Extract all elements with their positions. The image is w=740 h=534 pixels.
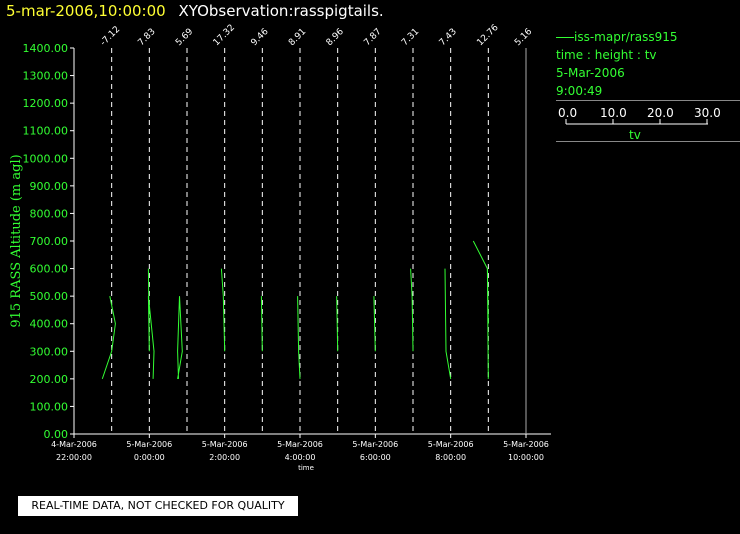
profile-label: 7.87	[362, 27, 383, 48]
x-tick-label: 5-Mar-2006	[277, 440, 323, 449]
legend-panel: iss-mapr/rass915 time : height : tv 5-Ma…	[556, 28, 740, 146]
x-tick-label: 2:00:00	[209, 453, 240, 462]
legend-series-label: iss-mapr/rass915	[574, 30, 678, 44]
x-tick-label: 5-Mar-2006	[428, 440, 474, 449]
profile-label: 8.91	[287, 27, 308, 48]
y-tick-label: 700.00	[30, 235, 69, 248]
profile-label: -7.12	[99, 25, 123, 49]
x-tick-label: 5-Mar-2006	[503, 440, 549, 449]
legend-divider-bottom	[556, 141, 740, 142]
y-tick-label: 0.00	[44, 428, 69, 441]
x-tick-label: 5-Mar-2006	[352, 440, 398, 449]
y-tick-label: 300.00	[30, 345, 69, 358]
profile-curve	[336, 296, 339, 352]
legend-date: 5-Mar-2006	[556, 66, 625, 80]
y-tick-label: 100.00	[30, 400, 69, 413]
y-tick-label: 800.00	[30, 207, 69, 220]
x-tick-label: 8:00:00	[435, 453, 466, 462]
y-tick-label: 500.00	[30, 290, 69, 303]
y-tick-label: 1000.00	[23, 152, 69, 165]
profile-label: 7.31	[400, 27, 421, 48]
profile-curve	[444, 268, 452, 379]
profile-label: 8.96	[325, 27, 346, 48]
x-tick-label: 6:00:00	[360, 453, 391, 462]
header-date-time: 5-mar-2006,10:00:00	[6, 2, 166, 20]
x-tick-label: 0:00:00	[134, 453, 165, 462]
y-tick-label: 1100.00	[23, 125, 69, 138]
x-tick-label: 4-Mar-2006	[51, 440, 97, 449]
chart-header: 5-mar-2006,10:00:00 XYObservation:rasspi…	[6, 2, 384, 20]
y-tick-label: 1400.00	[23, 42, 69, 55]
y-tick-label: 900.00	[30, 180, 69, 193]
legend-divider-top	[556, 100, 740, 101]
legend-mode: time : height : tv	[556, 48, 657, 62]
profile-curve	[472, 240, 489, 324]
y-tick-label: 1300.00	[23, 70, 69, 83]
y-tick-label: 600.00	[30, 263, 69, 276]
legend-scale-label: 20.0	[647, 106, 674, 120]
profile-label: 7.83	[136, 27, 157, 48]
legend-scale-label: 10.0	[600, 106, 627, 120]
profile-curve	[260, 296, 263, 352]
profile-label: 12.76	[475, 23, 500, 48]
profile-curve	[220, 268, 226, 352]
x-tick-label: 10:00:00	[508, 453, 544, 462]
profile-label: 9.46	[249, 27, 270, 48]
profile-curve	[373, 296, 376, 352]
legend-series-swatch	[556, 37, 574, 38]
x-tick-label: 5-Mar-2006	[202, 440, 248, 449]
profile-label: 17.32	[212, 23, 237, 48]
legend-series: iss-mapr/rass915	[556, 30, 678, 44]
legend-scale-label: 0.0	[558, 106, 577, 120]
x-axis-title: time	[298, 464, 314, 472]
profile-label: 7.43	[438, 27, 459, 48]
header-observation: XYObservation:rasspigtails.	[178, 2, 384, 20]
profile-curve	[297, 296, 301, 379]
profile-label: 5.16	[513, 27, 534, 48]
x-tick-label: 22:00:00	[56, 453, 92, 462]
legend-scale-title: tv	[629, 128, 641, 142]
legend-scale: 0.0 10.0 20.0 30.0 tv	[558, 106, 721, 142]
profile-label: 5.69	[174, 27, 195, 48]
profile-curve	[177, 296, 183, 379]
profile-curve	[486, 268, 489, 379]
y-tick-label: 1200.00	[23, 97, 69, 110]
x-tick-label: 4:00:00	[285, 453, 316, 462]
legend-scale-label: 30.0	[694, 106, 721, 120]
profile-curve	[147, 268, 155, 379]
y-tick-label: 400.00	[30, 318, 69, 331]
y-axis-title: 915 RASS Altitude (m agl)	[9, 154, 24, 327]
y-tick-label: 200.00	[30, 373, 69, 386]
x-tick-label: 5-Mar-2006	[126, 440, 172, 449]
profile-curve	[101, 296, 116, 380]
legend-time: 9:00:49	[556, 84, 603, 98]
quality-notice: REAL-TIME DATA, NOT CHECKED FOR QUALITY	[18, 496, 298, 516]
profile-curve	[410, 268, 414, 352]
